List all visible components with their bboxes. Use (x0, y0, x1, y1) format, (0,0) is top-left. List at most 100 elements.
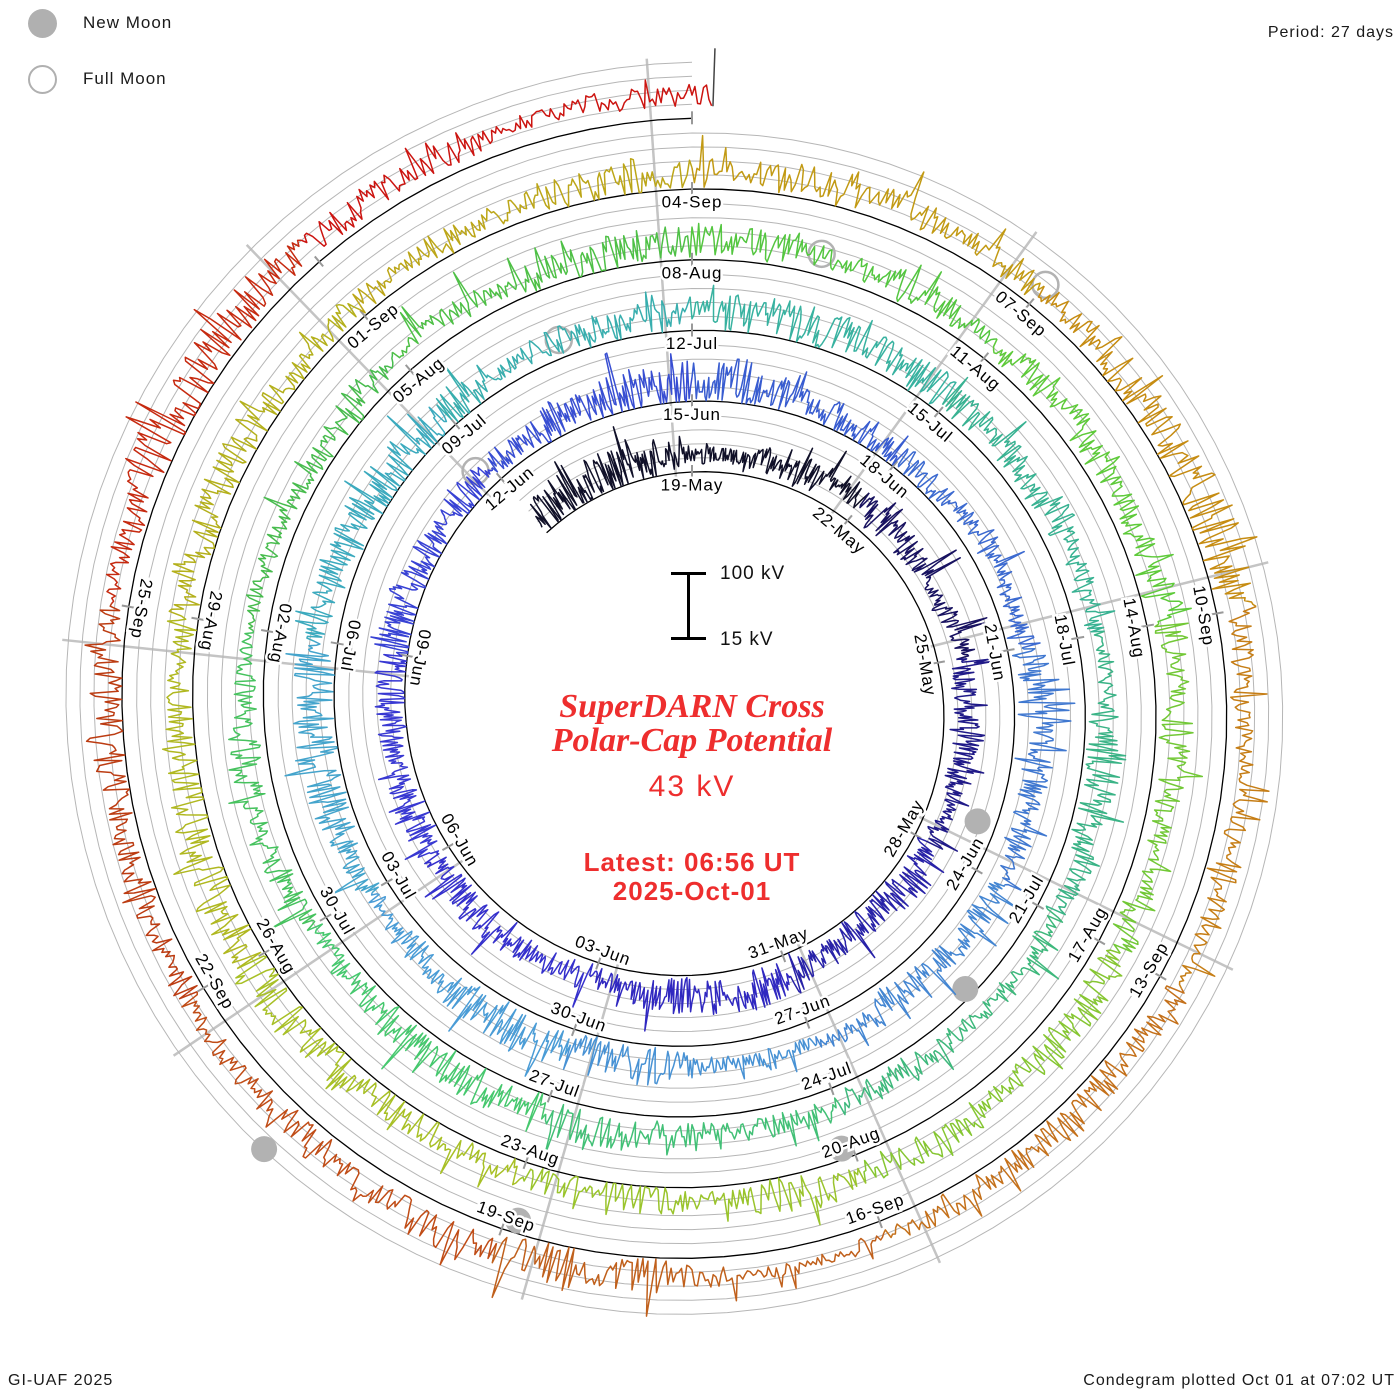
potential-trace-segment (245, 352, 394, 632)
potential-trace-segment (84, 603, 198, 1000)
potential-trace-segment (689, 222, 998, 344)
day-tick (1031, 901, 1045, 910)
latest-time-line1: Latest: 06:56 UT (583, 847, 801, 877)
day-tick (258, 948, 271, 958)
credit-label: GI-UAF 2025 (8, 1372, 114, 1389)
date-label: 18-Jul (1051, 613, 1079, 668)
date-label: 21-Jun (980, 622, 1009, 682)
potential-trace-segment (1178, 605, 1270, 990)
day-tick (121, 604, 135, 609)
potential-trace-segment (374, 653, 440, 861)
potential-trace-segment (883, 985, 1187, 1239)
day-tick (380, 878, 393, 887)
new-moon-marker (505, 1207, 532, 1234)
day-tick (1071, 635, 1085, 641)
day-tick (1154, 972, 1167, 981)
legend-full-moon: Full Moon (28, 62, 172, 96)
plotted-timestamp: Condegram plotted Oct 01 at 07:02 UT (1083, 1372, 1395, 1389)
day-tick (909, 830, 922, 840)
center-annotations: SuperDARN Cross Polar-Cap Potential 43 k… (392, 690, 992, 906)
date-label: 10-Sep (1189, 584, 1218, 647)
potential-trace-segment (1112, 622, 1204, 954)
day-tick (400, 653, 414, 658)
potential-trace-segment (491, 1232, 885, 1317)
current-value: 43 kV (648, 770, 736, 803)
potential-trace-segment (370, 466, 494, 655)
potential-trace-segment (859, 492, 988, 661)
potential-trace-segment (787, 836, 945, 994)
day-tick (191, 616, 205, 621)
potential-trace-segment (529, 426, 870, 529)
period-label: Period: 27 days (1267, 24, 1394, 41)
potential-trace-segment (594, 963, 791, 1032)
potential-trace-segment (897, 448, 1041, 649)
day-tick (979, 352, 990, 364)
potential-trace-segment (519, 1167, 867, 1226)
day-tick (319, 913, 332, 922)
latest-time-line2: 2025-Oct-01 (612, 876, 772, 906)
potential-trace-segment (161, 615, 262, 970)
date-label: 08-Aug (662, 263, 723, 282)
day-tick (842, 514, 853, 526)
new-moon-marker (251, 1136, 278, 1163)
date-label: 22-Sep (191, 951, 238, 1013)
date-label: 14-Aug (1119, 596, 1148, 659)
potential-trace-segment (689, 284, 957, 405)
potential-trace-segment (352, 157, 693, 314)
day-tick (779, 949, 787, 963)
full-moon-label: Full Moon (83, 69, 167, 88)
day-tick (1001, 648, 1015, 653)
potential-trace-segment (168, 302, 360, 617)
date-label: 02-Aug (266, 602, 295, 665)
potential-trace-segment (691, 134, 1045, 296)
potential-trace-segment (1037, 285, 1258, 608)
date-label: 29-Aug (197, 590, 226, 653)
date-label: 15-Jun (663, 405, 721, 424)
date-label: 27-Jul (527, 1066, 583, 1102)
latest-time: Latest: 06:56 UT 2025-Oct-01 (392, 848, 992, 906)
day-tick (260, 629, 275, 634)
legend-new-moon: New Moon (28, 6, 172, 40)
new-moon-marker (964, 808, 991, 835)
new-moon-marker (952, 976, 979, 1003)
full-moon-icon (28, 64, 57, 94)
potential-trace-segment (181, 991, 498, 1266)
chart-title-line1: SuperDARN Cross (559, 688, 825, 725)
date-label: 17-Aug (1064, 903, 1111, 965)
potential-trace-segment (1045, 630, 1127, 916)
potential-trace-segment (925, 658, 992, 852)
spiral-gridline (79, 75, 1270, 1301)
day-tick (876, 1215, 883, 1229)
potential-trace-segment (435, 291, 691, 423)
scale-label-15kv: 15 kV (720, 629, 774, 650)
day-tick (498, 1222, 505, 1236)
day-tick (450, 418, 461, 430)
new-moon-label: New Moon (83, 13, 173, 32)
date-label: 01-Sep (344, 299, 403, 353)
potential-trace-segment (487, 352, 693, 473)
new-moon-marker (828, 1135, 855, 1162)
potential-trace-segment (294, 404, 448, 642)
day-tick (888, 460, 899, 472)
radial-gridline (645, 58, 678, 480)
potential-trace-segment (424, 852, 597, 1009)
day-tick (1140, 623, 1154, 628)
day-tick (595, 956, 602, 970)
potential-trace-segment (228, 630, 317, 932)
day-tick (404, 364, 415, 376)
spiral-gridline (93, 89, 1256, 1287)
potential-trace-segment (815, 881, 1019, 1048)
potential-trace-segment (1000, 647, 1076, 892)
scale-bar-bottom-cap (671, 637, 706, 640)
potential-trace-segment (837, 908, 1064, 1116)
scale-bar-stem (687, 572, 690, 640)
potential-trace-segment (284, 640, 380, 894)
potential-trace-segment (105, 239, 303, 605)
day-tick (931, 660, 945, 665)
moon-phase-legend: New Moon Full Moon (28, 6, 172, 118)
date-label: 19-May (661, 476, 724, 495)
potential-trace-segment (391, 226, 691, 359)
chart-title-line2: Polar-Cap Potential (551, 722, 833, 759)
